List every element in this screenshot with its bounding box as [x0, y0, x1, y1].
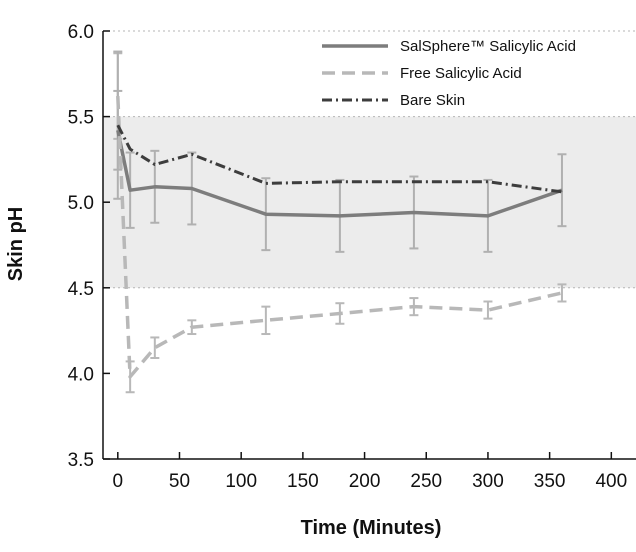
- x-tick-label: 150: [287, 471, 319, 492]
- x-tick-label: 100: [225, 471, 257, 492]
- x-tick-label: 50: [169, 471, 190, 492]
- x-tick-label: 300: [472, 471, 504, 492]
- x-tick-label: 250: [410, 471, 442, 492]
- series-line-1: [116, 129, 563, 218]
- x-tick-label: 350: [534, 471, 566, 492]
- legend-label: Bare Skin: [400, 92, 465, 109]
- y-tick-label: 5.5: [68, 108, 94, 129]
- x-tick-label: 200: [349, 471, 381, 492]
- y-tick-label: 5.0: [68, 193, 94, 214]
- y-axis-title: Skin pH: [5, 207, 27, 281]
- y-tick-label: 4.5: [68, 279, 94, 300]
- x-axis-title: Time (Minutes): [301, 517, 442, 539]
- legend-label: Free Salicylic Acid: [400, 65, 522, 82]
- y-tick-label: 6.0: [68, 22, 94, 43]
- legend-label: SalSphere™ Salicylic Acid: [400, 38, 576, 55]
- x-tick-label: 0: [113, 471, 124, 492]
- normal-ph-band: [103, 116, 636, 288]
- y-tick-label: 3.5: [68, 450, 94, 471]
- x-tick-label: 400: [595, 471, 627, 492]
- y-tick-label: 4.0: [68, 364, 94, 385]
